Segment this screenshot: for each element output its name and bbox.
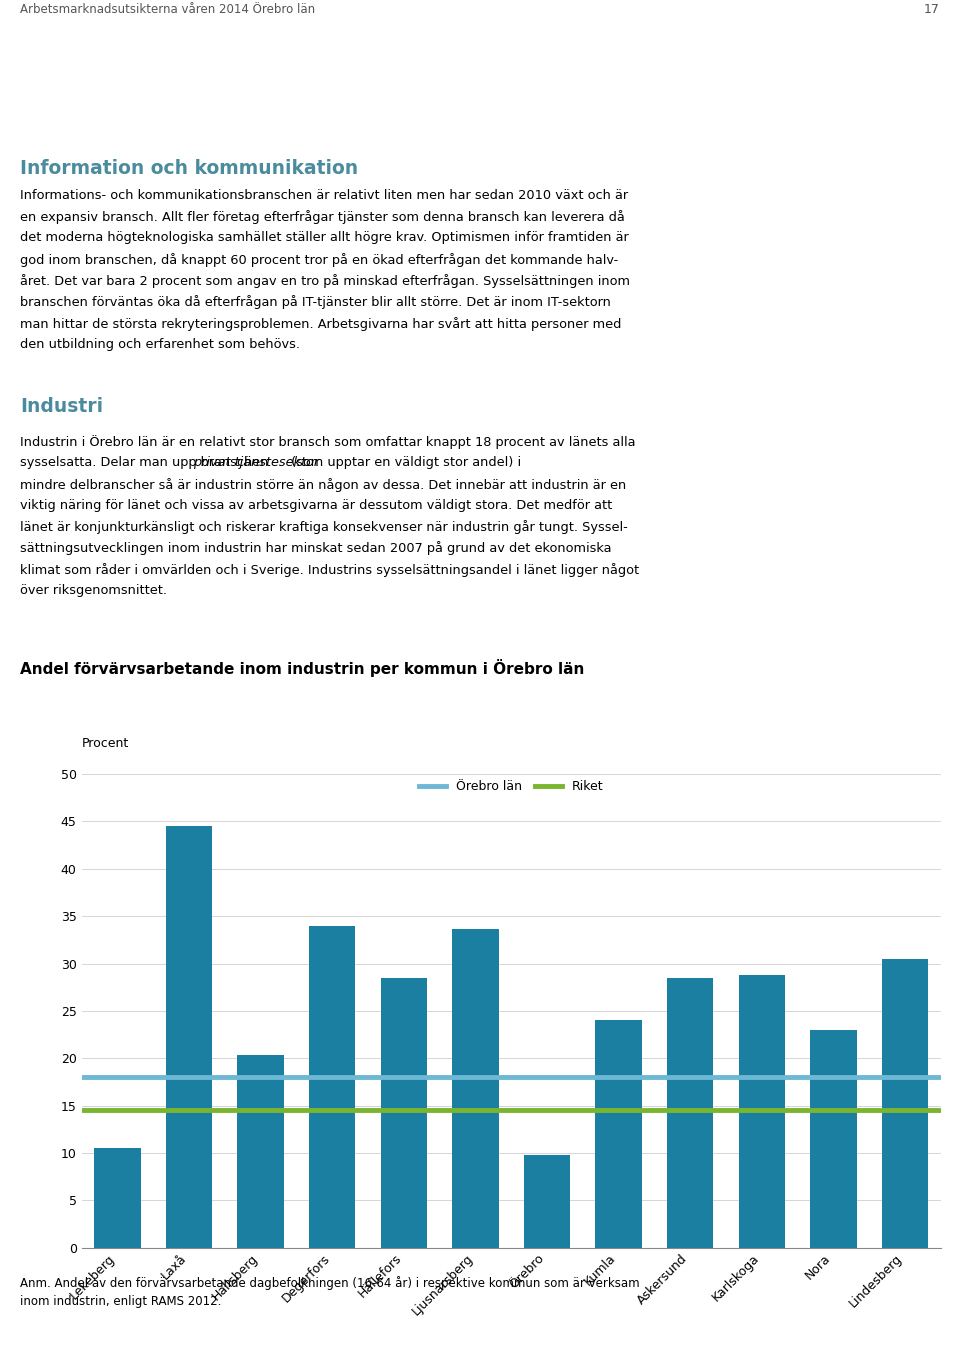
Text: Anm. Andel av den förvärvsarbetande dagbefolkningen (16-64 år) i respektive komm: Anm. Andel av den förvärvsarbetande dagb… xyxy=(20,1276,639,1290)
Text: Industrin i Örebro län är en relativt stor bransch som omfattar knappt 18 procen: Industrin i Örebro län är en relativt st… xyxy=(20,434,636,449)
Text: sysselsatta. Delar man upp branschen: sysselsatta. Delar man upp branschen xyxy=(20,456,273,469)
Text: länet är konjunkturkänsligt och riskerar kraftiga konsekvenser när industrin går: länet är konjunkturkänsligt och riskerar… xyxy=(20,521,628,534)
Text: privat tjänstesektor: privat tjänstesektor xyxy=(194,456,320,469)
Text: Arbetsmarknadsutsikterna våren 2014 Örebro län: Arbetsmarknadsutsikterna våren 2014 Öreb… xyxy=(20,3,315,16)
Bar xyxy=(166,826,212,1248)
Legend: Örebro län, Riket: Örebro län, Riket xyxy=(419,780,604,793)
Text: sättningsutvecklingen inom industrin har minskat sedan 2007 på grund av det ekon: sättningsutvecklingen inom industrin har… xyxy=(20,541,612,556)
Text: (som upptar en väldigt stor andel) i: (som upptar en väldigt stor andel) i xyxy=(287,456,521,469)
Bar xyxy=(94,1148,141,1248)
Text: mindre delbranscher så är industrin större än någon av dessa. Det innebär att in: mindre delbranscher så är industrin stör… xyxy=(20,478,627,491)
Text: Information och kommunikation: Information och kommunikation xyxy=(20,159,358,178)
Text: Andel förvärvsarbetande inom industrin per kommun i Örebro län: Andel förvärvsarbetande inom industrin p… xyxy=(20,660,585,677)
Text: klimat som råder i omvärlden och i Sverige. Industrins sysselsättningsandel i lä: klimat som råder i omvärlden och i Sveri… xyxy=(20,563,639,577)
Text: inom industrin, enligt RAMS 2012.: inom industrin, enligt RAMS 2012. xyxy=(20,1295,222,1309)
Text: viktig näring för länet och vissa av arbetsgivarna är dessutom väldigt stora. De: viktig näring för länet och vissa av arb… xyxy=(20,499,612,511)
Text: en expansiv bransch. Allt fler företag efterfrågar tjänster som denna bransch ka: en expansiv bransch. Allt fler företag e… xyxy=(20,210,625,224)
Bar xyxy=(810,1029,856,1248)
Bar xyxy=(667,978,713,1248)
Bar xyxy=(452,928,498,1248)
Text: Procent: Procent xyxy=(82,738,129,750)
Text: man hittar de största rekryteringsproblemen. Arbetsgivarna har svårt att hitta p: man hittar de största rekryteringsproble… xyxy=(20,317,621,331)
Text: 17: 17 xyxy=(924,3,940,16)
Text: god inom branschen, då knappt 60 procent tror på en ökad efterfrågan det kommand: god inom branschen, då knappt 60 procent… xyxy=(20,252,618,267)
Bar xyxy=(524,1155,570,1248)
Text: det moderna högteknologiska samhället ställer allt högre krav. Optimismen inför : det moderna högteknologiska samhället st… xyxy=(20,232,629,244)
Text: Industri: Industri xyxy=(20,397,104,415)
Bar xyxy=(738,975,785,1248)
Text: året. Det var bara 2 procent som angav en tro på minskad efterfrågan. Sysselsätt: året. Det var bara 2 procent som angav e… xyxy=(20,274,630,289)
Text: branschen förväntas öka då efterfrågan på IT-tjänster blir allt större. Det är i: branschen förväntas öka då efterfrågan p… xyxy=(20,295,611,309)
Text: över riksgenomsnittet.: över riksgenomsnittet. xyxy=(20,584,167,598)
Bar xyxy=(380,978,427,1248)
Bar xyxy=(309,925,355,1248)
Text: Informations- och kommunikationsbranschen är relativt liten men har sedan 2010 v: Informations- och kommunikationsbransche… xyxy=(20,189,628,202)
Bar xyxy=(595,1020,642,1248)
Text: den utbildning och erfarenhet som behövs.: den utbildning och erfarenhet som behövs… xyxy=(20,339,300,351)
Bar xyxy=(237,1055,284,1248)
Bar xyxy=(881,959,928,1248)
